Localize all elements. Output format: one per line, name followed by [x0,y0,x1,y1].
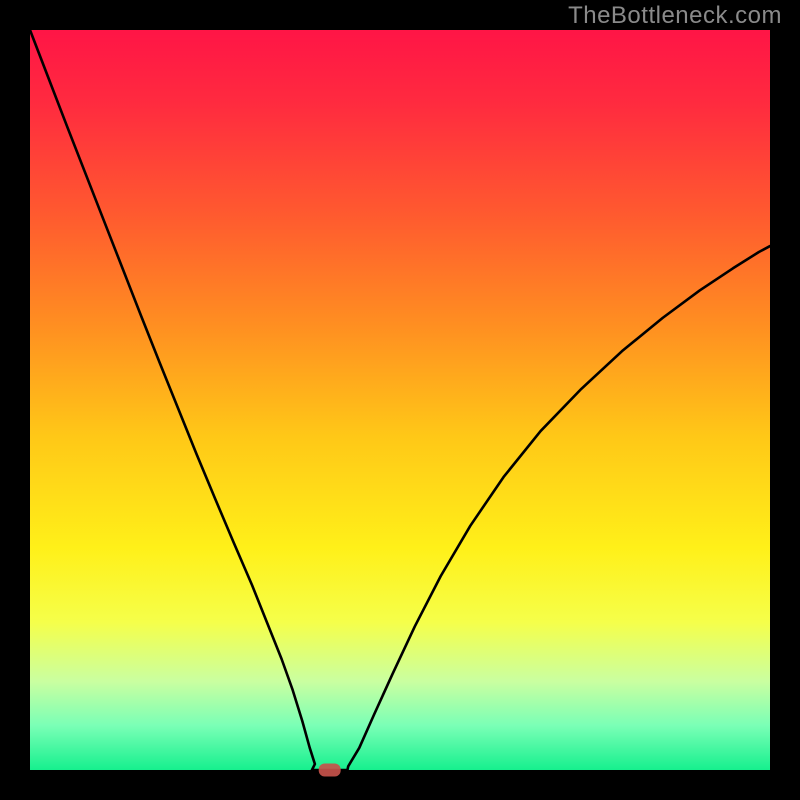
watermark-text: TheBottleneck.com [568,2,782,30]
chart-svg [0,0,800,800]
vertex-marker [319,764,341,777]
